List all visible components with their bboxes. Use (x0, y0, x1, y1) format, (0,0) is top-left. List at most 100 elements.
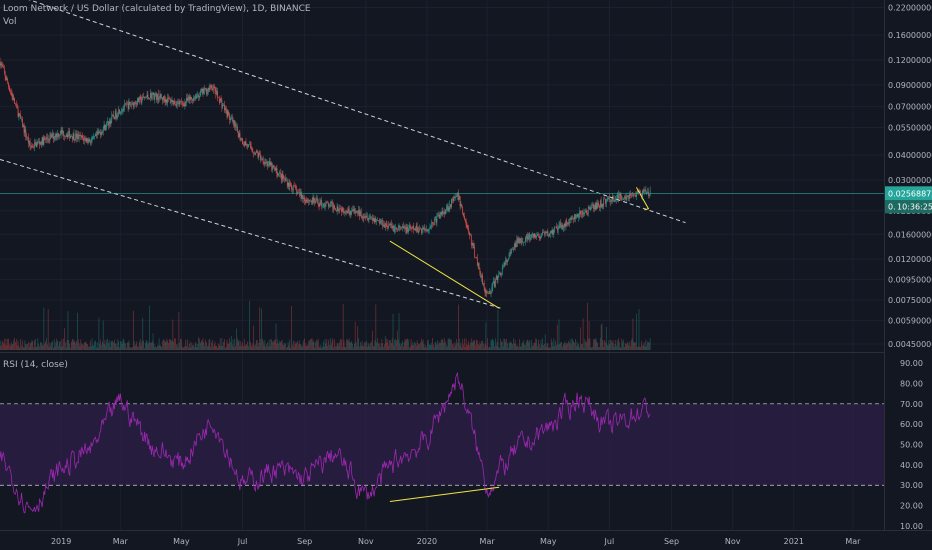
breakout-wedge-marker[interactable] (636, 187, 650, 211)
candle-body (15, 104, 17, 105)
volume-bar (158, 338, 160, 350)
candle-body (357, 211, 359, 215)
candle-body (295, 186, 297, 190)
volume-bar (254, 345, 255, 350)
volume-bar (116, 346, 118, 350)
volume-bar (398, 313, 400, 350)
volume-bar (69, 343, 71, 350)
volume-bar (252, 343, 254, 350)
volume-bar (517, 345, 519, 350)
candle-body (500, 273, 501, 275)
candle-body (73, 133, 75, 140)
volume-bar (594, 339, 596, 350)
candle-body (258, 153, 260, 158)
volume-bar (121, 343, 123, 350)
candle-body (129, 101, 131, 104)
candle-body (60, 130, 62, 135)
candle-body (599, 200, 601, 208)
volume-bar (244, 345, 246, 350)
volume-bar (24, 340, 26, 350)
drawings[interactable] (0, 0, 686, 309)
volume-bar (266, 344, 267, 350)
candle-body (292, 189, 293, 191)
volume-bar (385, 338, 387, 350)
candle-body (465, 220, 467, 226)
candle-body (356, 211, 358, 212)
volume-bar (260, 338, 261, 350)
candle-body (37, 141, 39, 143)
candle-body (385, 223, 387, 224)
rsi-pane[interactable] (0, 371, 884, 514)
candle-body (171, 99, 173, 103)
price-divergence-line[interactable] (389, 240, 500, 309)
candle-body (402, 225, 404, 229)
volume-bar (98, 317, 100, 350)
candle-body (231, 117, 233, 121)
candle-body (88, 138, 89, 143)
descending-resistance-line[interactable] (0, 0, 686, 224)
candle-body (459, 196, 461, 207)
candle-body (82, 135, 83, 139)
candle-body (5, 77, 7, 81)
candle-body (28, 137, 29, 144)
volume-bar (339, 341, 341, 350)
volume-bar (50, 345, 52, 350)
volume-bar (75, 343, 77, 350)
descending-support-line[interactable] (0, 158, 502, 309)
candle-body (460, 204, 462, 207)
candle-body (623, 198, 624, 200)
volume-label[interactable]: Vol (3, 17, 17, 27)
volume-bar (149, 305, 150, 350)
candle-body (188, 96, 190, 100)
rsi-axis[interactable]: 90.0080.0070.0060.0050.0040.0030.0020.00… (900, 359, 923, 531)
candle-body (31, 145, 33, 147)
candle-body (576, 214, 578, 216)
volume-bar (369, 346, 371, 350)
candle-body (61, 130, 63, 133)
candle-body (363, 216, 365, 219)
volume-bar (423, 344, 425, 350)
volume-bar (58, 345, 59, 350)
price-pane[interactable] (0, 0, 884, 350)
candle-body (316, 198, 317, 201)
price-axis-label: 0.07000000 (888, 103, 932, 112)
candle-body (202, 88, 204, 94)
volume-bar (624, 342, 626, 350)
volume-bar (256, 339, 258, 350)
candle-body (425, 229, 427, 231)
candle-body (635, 195, 636, 197)
price-axis[interactable]: 0.220000000.160000000.120000000.09000000… (888, 4, 932, 350)
volume-bar (471, 342, 473, 350)
volume-bar (215, 345, 217, 350)
candle-body (403, 226, 405, 229)
volume-bar (189, 341, 191, 350)
volume-bar (605, 342, 606, 350)
candle-body (531, 233, 533, 235)
volume-bar (573, 341, 574, 350)
candle-body (599, 205, 600, 208)
volume-bar (318, 346, 320, 350)
volume-bar (645, 339, 647, 350)
candle-body (40, 141, 41, 145)
candle-body (501, 273, 502, 275)
candle-body (647, 191, 648, 193)
candle-body (495, 279, 496, 287)
time-axis[interactable]: 2019 Mar May Jul Sep Nov 2020 Mar May Jul Sep Nov 20… (51, 537, 861, 546)
volume-bar (314, 347, 316, 350)
candle-body (71, 136, 73, 139)
volume-bar (409, 346, 411, 350)
volume-bar (83, 345, 84, 350)
candle-body (601, 204, 603, 207)
candle-body (624, 196, 625, 199)
rsi-divergence-line[interactable] (389, 486, 500, 503)
volume-bar (56, 338, 58, 350)
candle-body (568, 222, 569, 225)
candle-body (174, 100, 175, 105)
candle-body (389, 224, 390, 226)
candle-body (467, 227, 469, 229)
volume-bar (473, 339, 475, 350)
candle-body (230, 117, 232, 119)
candle-body (101, 132, 103, 133)
rsi-label[interactable]: RSI (14, close) (3, 360, 68, 370)
